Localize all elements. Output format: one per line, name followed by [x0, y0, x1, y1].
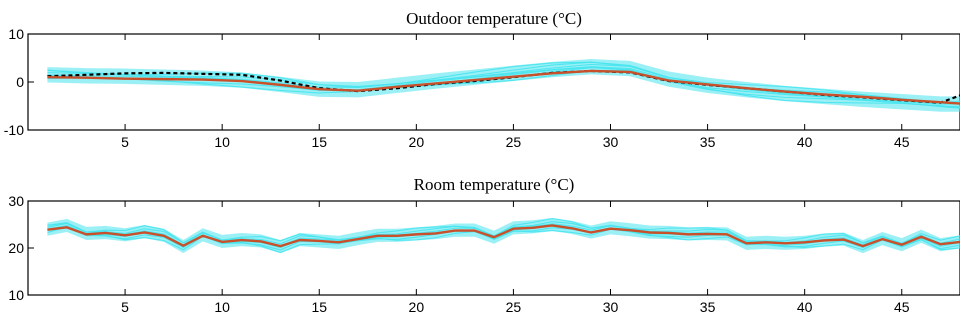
room-ytick-label: 10	[8, 287, 24, 303]
outdoor-chart-title: Outdoor temperature (°C)	[406, 9, 582, 28]
room-xtick-label: 45	[894, 299, 910, 315]
outdoor-red-line-series	[47, 69, 960, 105]
outdoor-ensemble-trace	[47, 61, 960, 104]
room-xtick-label: 25	[506, 299, 522, 315]
outdoor-xtick-label: 45	[894, 134, 910, 150]
outdoor-xtick-label: 10	[214, 134, 230, 150]
room-red-line-series	[47, 224, 960, 248]
room-ensemble-trace	[47, 218, 960, 245]
outdoor-xtick-label: 15	[311, 134, 327, 150]
room-xtick-label: 35	[700, 299, 716, 315]
outdoor-xtick-label: 25	[506, 134, 522, 150]
outdoor-xtick-label: 20	[409, 134, 425, 150]
room-xtick-label: 10	[214, 299, 230, 315]
room-xtick-label: 30	[603, 299, 619, 315]
outdoor-xtick-label: 5	[121, 134, 129, 150]
outdoor-ytick-label: -10	[4, 122, 24, 138]
room-temperature-panel: Room temperature (°C) 5 10 15 20 25 30 35 40 45 1…	[8, 175, 960, 315]
room-chart-title: Room temperature (°C)	[414, 175, 575, 194]
room-xtick-label: 5	[121, 299, 129, 315]
room-ensemble-trace	[47, 221, 960, 245]
outdoor-xtick-label: 30	[603, 134, 619, 150]
outdoor-ytick-label: 10	[8, 26, 24, 42]
outdoor-ytick-label: 0	[16, 74, 24, 90]
room-xtick-label: 40	[797, 299, 813, 315]
outdoor-ensemble-trace	[47, 69, 960, 109]
outdoor-xtick-label: 35	[700, 134, 716, 150]
room-xtick-label: 15	[311, 299, 327, 315]
room-ytick-label: 30	[8, 193, 24, 209]
outdoor-xtick-label: 40	[797, 134, 813, 150]
room-plot-area	[27, 200, 960, 296]
outdoor-ensemble-band	[47, 58, 960, 112]
outdoor-ticks: 5 10 15 20 25 30 35 40 45 -10 0 10	[4, 26, 910, 150]
room-xtick-label: 20	[409, 299, 425, 315]
outdoor-temperature-panel: Outdoor temperature (°C) 5 10 15 20 25 30 35 40…	[4, 9, 960, 150]
room-series	[47, 217, 960, 254]
outdoor-series	[47, 58, 960, 112]
room-ticks: 5 10 15 20 25 30 35 40 45 10 20 30	[8, 193, 909, 315]
room-ytick-label: 20	[8, 240, 24, 256]
